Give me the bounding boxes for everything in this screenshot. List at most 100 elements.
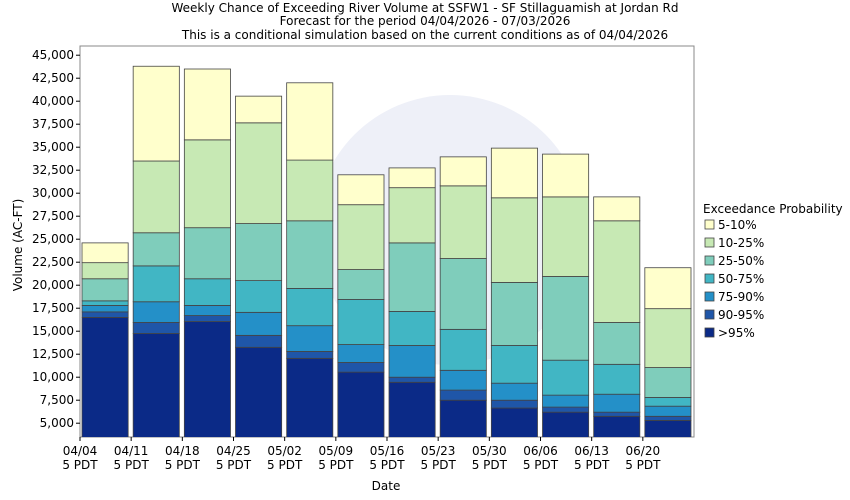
bar-segment bbox=[388, 381, 436, 437]
y-tick-label: 10,000 bbox=[32, 370, 74, 384]
bar-segment bbox=[132, 65, 180, 162]
bar-segment bbox=[286, 351, 334, 359]
bar-segment bbox=[542, 406, 590, 413]
bar-segment bbox=[439, 258, 487, 330]
bar-segment bbox=[593, 411, 641, 417]
bar-segment bbox=[644, 267, 692, 310]
y-tick-label: 32,500 bbox=[32, 163, 74, 177]
legend-swatch bbox=[704, 219, 715, 230]
bar-segment bbox=[132, 160, 180, 234]
bar-segment bbox=[81, 305, 129, 313]
bar-segment bbox=[593, 196, 641, 222]
x-tick-label: 04/18 5 PDT bbox=[164, 444, 200, 472]
bar-segment bbox=[542, 394, 590, 408]
bar-segment bbox=[542, 276, 590, 361]
bar-segment bbox=[439, 328, 487, 371]
bar-segment bbox=[337, 269, 385, 300]
legend-swatch bbox=[704, 255, 715, 266]
bar-segment bbox=[81, 278, 129, 302]
chart-title: Weekly Chance of Exceeding River Volume … bbox=[172, 1, 679, 15]
bar-segment bbox=[286, 325, 334, 352]
x-tick-label: 04/25 5 PDT bbox=[215, 444, 252, 472]
bars bbox=[81, 65, 692, 437]
chart-subtitle: Forecast for the period 04/04/2026 - 07/… bbox=[280, 14, 571, 28]
y-tick-label: 7,500 bbox=[40, 393, 74, 407]
bar-segment bbox=[388, 167, 436, 189]
bar-segment bbox=[132, 322, 180, 334]
x-tick-label: 05/30 5 PDT bbox=[471, 444, 507, 472]
bar-segment bbox=[644, 367, 692, 398]
bar-segment bbox=[337, 204, 385, 270]
bar-segment bbox=[490, 147, 538, 199]
legend-title: Exceedance Probability bbox=[703, 202, 843, 216]
bar-segment bbox=[644, 308, 692, 368]
legend-label: >95% bbox=[718, 326, 755, 340]
bar-segment bbox=[644, 415, 692, 421]
x-tick-label: 04/11 5 PDT bbox=[113, 444, 149, 472]
x-tick-label: 05/16 5 PDT bbox=[369, 444, 405, 472]
bar-segment bbox=[439, 369, 487, 391]
legend-label: 5-10% bbox=[718, 218, 757, 232]
bar-segment bbox=[286, 159, 334, 222]
bar-segment bbox=[388, 376, 436, 383]
x-tick-label: 05/09 5 PDT bbox=[318, 444, 354, 472]
bar-segment bbox=[183, 321, 231, 437]
bar-segment bbox=[183, 278, 231, 306]
bar-segment bbox=[286, 288, 334, 327]
bar-segment bbox=[81, 316, 129, 437]
bar-segment bbox=[593, 220, 641, 323]
bar-segment bbox=[183, 315, 231, 322]
x-tick-label: 06/13 5 PDT bbox=[574, 444, 610, 472]
bar-segment bbox=[542, 196, 590, 277]
y-tick-label: 25,000 bbox=[32, 232, 74, 246]
bar-segment bbox=[286, 220, 334, 289]
bar-segment bbox=[593, 363, 641, 395]
bar-segment bbox=[81, 300, 129, 306]
bar-segment bbox=[235, 280, 283, 313]
y-tick-label: 37,500 bbox=[32, 117, 74, 131]
bar-segment bbox=[644, 397, 692, 407]
bar-segment bbox=[388, 187, 436, 244]
x-tick-label: 05/02 5 PDT bbox=[267, 444, 303, 472]
bar-segment bbox=[235, 311, 283, 336]
chart-subtitle: This is a conditional simulation based o… bbox=[181, 28, 668, 42]
bar-segment bbox=[81, 311, 129, 318]
legend-swatch bbox=[704, 237, 715, 248]
bar-segment bbox=[132, 232, 180, 267]
bar-segment bbox=[132, 333, 180, 437]
bar-segment bbox=[644, 405, 692, 417]
y-tick-label: 15,000 bbox=[32, 324, 74, 338]
bar-segment bbox=[439, 156, 487, 187]
y-tick-label: 35,000 bbox=[32, 140, 74, 154]
bar-segment bbox=[337, 362, 385, 373]
y-tick-label: 27,500 bbox=[32, 209, 74, 223]
legend-label: 10-25% bbox=[718, 236, 764, 250]
bar-segment bbox=[388, 311, 436, 346]
bar-segment bbox=[183, 227, 231, 280]
bar-segment bbox=[183, 139, 231, 229]
y-tick-label: 22,500 bbox=[32, 255, 74, 269]
bar-segment bbox=[439, 389, 487, 401]
legend-label: 25-50% bbox=[718, 254, 764, 268]
bar-segment bbox=[132, 301, 180, 323]
bar-segment bbox=[337, 344, 385, 363]
y-axis-label: Volume (AC-FT) bbox=[11, 199, 25, 292]
bar-segment bbox=[439, 399, 487, 437]
x-tick-label: 06/20 5 PDT bbox=[625, 444, 661, 472]
bar-segment bbox=[542, 359, 590, 396]
y-tick-label: 40,000 bbox=[32, 94, 74, 108]
bar-segment bbox=[439, 185, 487, 259]
y-tick-label: 30,000 bbox=[32, 186, 74, 200]
bar-segment bbox=[235, 334, 283, 348]
y-tick-label: 5,000 bbox=[40, 416, 74, 430]
x-tick-label: 06/06 5 PDT bbox=[522, 444, 559, 472]
legend-swatch bbox=[704, 291, 715, 302]
bar-segment bbox=[593, 393, 641, 413]
bar-segment bbox=[183, 68, 231, 141]
legend-label: 50-75% bbox=[718, 272, 764, 286]
bar-segment bbox=[490, 382, 538, 401]
y-tick-label: 17,500 bbox=[32, 301, 74, 315]
legend-label: 90-95% bbox=[718, 308, 764, 322]
bar-segment bbox=[286, 357, 334, 437]
